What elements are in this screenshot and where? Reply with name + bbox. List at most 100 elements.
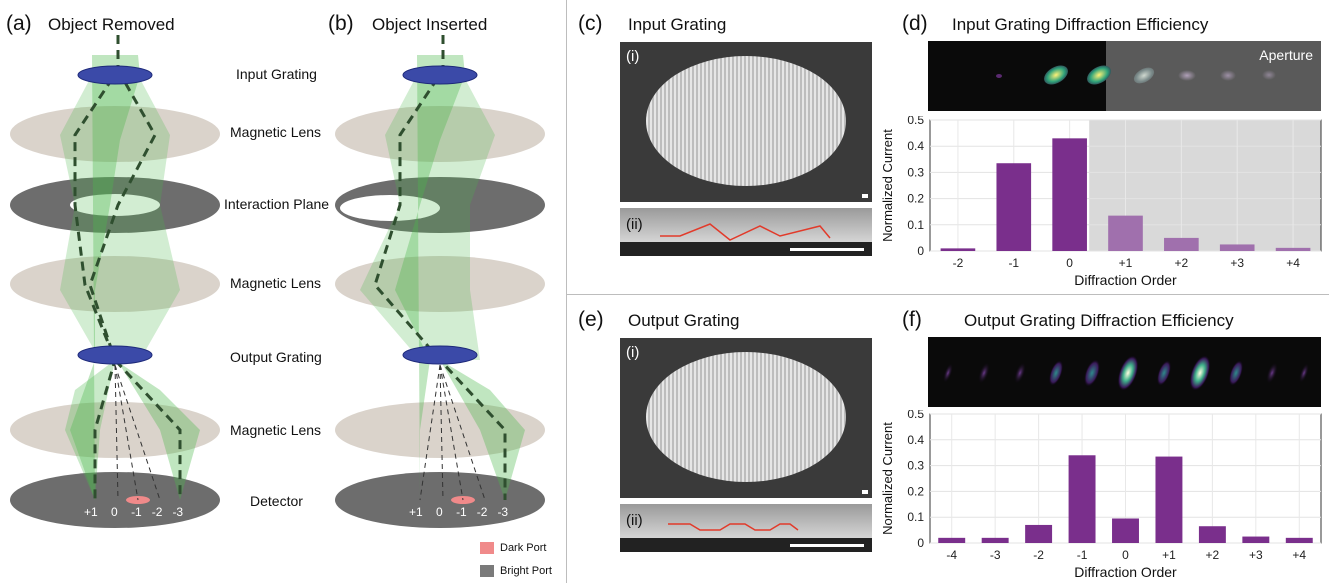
bar-+4 xyxy=(1275,247,1311,251)
y-tick-label: 0 xyxy=(917,536,924,550)
x-tick-label: -2 xyxy=(953,256,964,270)
x-tick-label: -1 xyxy=(1008,256,1019,270)
scale-bar-c-ii xyxy=(790,248,864,251)
bar--2 xyxy=(1025,524,1053,543)
panel-d-title: Input Grating Diffraction Efficiency xyxy=(952,15,1209,34)
column-a xyxy=(10,35,220,528)
lens-disc-b1 xyxy=(335,106,545,162)
bar-0 xyxy=(1052,138,1087,251)
panel-c-title: Input Grating xyxy=(628,15,727,34)
output-grating-a xyxy=(77,345,153,365)
y-tick-label: 0.2 xyxy=(907,484,924,498)
x-tick-label: +1 xyxy=(1119,256,1133,270)
y-axis-label: Normalized Current xyxy=(880,422,895,535)
label-magnetic-lens-2: Magnetic Lens xyxy=(230,275,322,291)
y-tick-label: 0.4 xyxy=(907,433,924,447)
spot-plus3 xyxy=(1220,70,1236,81)
chart-output-svg: 0 0.1 0.2 0.3 0.4 0.5 -4 -3 -2 -1 0 +1 +2 +3 +4 Diffrac… xyxy=(880,407,1322,580)
y-tick-label: 0 xyxy=(917,244,924,258)
beam-a-3 xyxy=(115,360,200,500)
y-axis-label: Normalized Current xyxy=(880,129,895,242)
x-tick-label: +3 xyxy=(1230,256,1244,270)
bar-+4 xyxy=(1285,537,1313,543)
input-grating-b xyxy=(402,65,478,85)
order-lines-a xyxy=(114,364,161,501)
spot-minus1 xyxy=(1040,61,1072,89)
label-input-grating: Input Grating xyxy=(236,66,317,82)
interaction-hole-b xyxy=(340,195,440,221)
panel-f-title: Output Grating Diffraction Efficiency xyxy=(964,311,1234,330)
label-interaction-plane: Interaction Plane xyxy=(224,196,330,212)
chart-input-efficiency: 0 0.1 0.2 0.3 0.4 0.5 -2 -1 0 +1 +2 +3 +4 Diffraction… xyxy=(878,113,1329,291)
y-tick-label: 0.1 xyxy=(907,218,924,232)
y-tick-label: 0.4 xyxy=(907,139,924,153)
interaction-hole-a xyxy=(70,194,160,216)
detector-orders-a: +1 0 -1 -2 -3 xyxy=(84,505,184,519)
y-tick-label: 0.2 xyxy=(907,192,924,206)
sub-label-ii-e: (ii) xyxy=(626,512,643,529)
order-lines-b xyxy=(419,364,486,501)
label-magnetic-lens-3: Magnetic Lens xyxy=(230,422,322,438)
panel-b-title: Object Inserted xyxy=(372,15,488,34)
bar--2 xyxy=(940,248,976,251)
lens-disc-a2 xyxy=(10,256,220,312)
detector-disc-b xyxy=(335,472,545,528)
bar--3 xyxy=(981,537,1009,543)
panel-c-letter: (c) xyxy=(578,12,603,35)
sub-label-ii-c: (ii) xyxy=(626,216,643,233)
beam-a-axis2 xyxy=(88,69,157,500)
bar-0 xyxy=(1112,518,1139,543)
bar-+3 xyxy=(1242,536,1270,543)
schematic-diagram xyxy=(10,35,545,528)
y-tick-label: 0.3 xyxy=(907,459,924,473)
y-tick-label: 0.1 xyxy=(907,510,924,524)
chart-output-efficiency: 0 0.1 0.2 0.3 0.4 0.5 -4 -3 -2 -1 0 +1 +2 +3 +4 Diffrac… xyxy=(878,407,1329,583)
profile-line-e xyxy=(668,523,799,531)
spot-minus2 xyxy=(996,74,1002,78)
x-tick-label: -1 xyxy=(1077,548,1088,562)
label-magnetic-lens-1: Magnetic Lens xyxy=(230,124,322,140)
input-grating-sem-cross: (ii) xyxy=(620,208,872,256)
bar-+1 xyxy=(1155,456,1183,543)
beam-a-1 xyxy=(70,55,140,500)
bar-+2 xyxy=(1164,237,1199,251)
x-tick-label: +3 xyxy=(1249,548,1263,562)
output-grating-sem-top: (i) xyxy=(620,338,872,498)
scale-bar-c-i xyxy=(862,194,868,198)
panel-b-letter: (b) xyxy=(328,12,354,35)
lens-disc-a1 xyxy=(10,106,220,162)
spot-plus2 xyxy=(1178,70,1196,81)
beam-b-2 xyxy=(360,75,495,360)
x-tick-label: +4 xyxy=(1286,256,1300,270)
bar--1 xyxy=(1068,455,1096,543)
label-detector: Detector xyxy=(250,493,303,509)
bar-+1 xyxy=(1108,215,1143,251)
detector-disc-a xyxy=(10,472,220,528)
bar--1 xyxy=(996,163,1032,251)
bar-+3 xyxy=(1219,244,1255,251)
output-grating-b xyxy=(402,345,478,365)
x-tick-label: +2 xyxy=(1175,256,1189,270)
profile-line-c xyxy=(660,223,831,241)
legend-swatch-dark xyxy=(480,542,494,554)
horizontal-divider xyxy=(567,294,1329,295)
panel-f-letter: (f) xyxy=(902,308,922,331)
x-axis-label: Diffraction Order xyxy=(1074,564,1177,580)
bar-+2 xyxy=(1198,526,1226,543)
output-diffraction-image xyxy=(928,337,1321,407)
scale-bar-e-ii xyxy=(790,544,864,547)
scale-bar-e-i xyxy=(862,490,868,494)
panel-a-letter: (a) xyxy=(6,12,32,35)
y-tick-label: 0.3 xyxy=(907,165,924,179)
output-spots xyxy=(942,354,1310,392)
spot-plus4 xyxy=(1262,70,1276,80)
sub-label-i-c: (i) xyxy=(626,48,640,65)
bar--4 xyxy=(938,537,966,543)
aperture-label: Aperture xyxy=(1259,47,1313,63)
x-tick-label: 0 xyxy=(1066,256,1073,270)
panel-e-title: Output Grating xyxy=(628,311,740,330)
panel-e-letter: (e) xyxy=(578,308,604,331)
y-tick-label: 0.5 xyxy=(907,410,924,421)
vertical-divider xyxy=(566,0,567,583)
detector-orders-b: +1 0 -1 -2 -3 xyxy=(409,505,509,519)
